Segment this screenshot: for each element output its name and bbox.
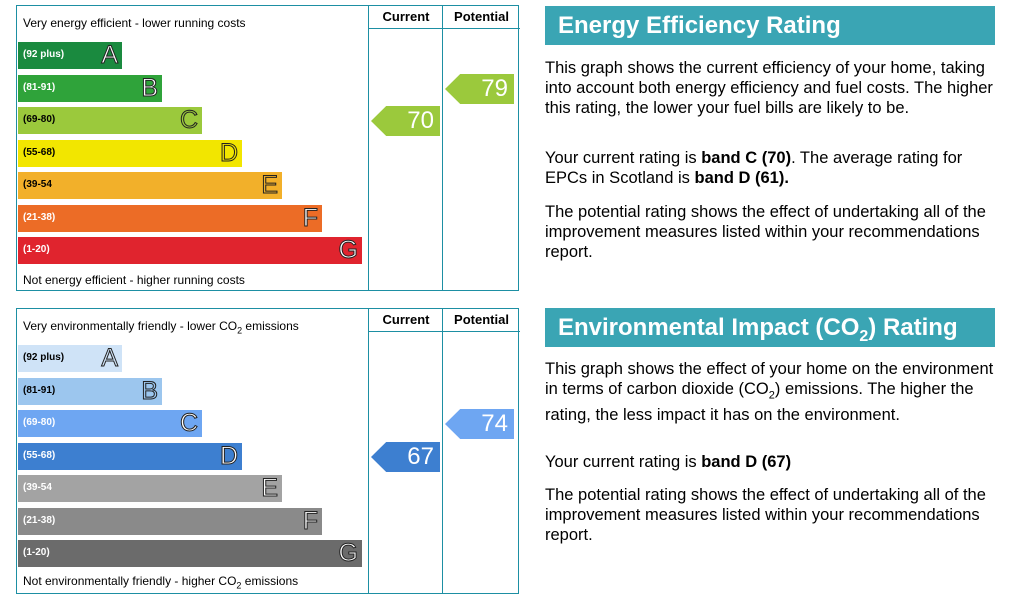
band-c: (69-80) C [18,409,202,438]
band-f: (21-38) F [18,506,322,535]
energy-rating-chart: Current Potential Very energy efficient … [16,5,520,291]
band-letter: A [101,344,119,373]
band-letter: E [261,171,279,200]
potential-column-header: Potential [442,6,520,29]
current-rating-arrow: 70 [371,106,440,136]
band-letter: B [141,376,159,405]
band-a: (92 plus) A [18,344,122,373]
band-range-label: (21-38) [23,514,56,526]
band-letter: G [338,236,358,265]
environment-description: This graph shows the effect of your home… [545,360,994,425]
band-letter: E [261,474,279,503]
band-range-label: (1-20) [23,244,50,255]
rating-value: 67 [407,442,434,470]
band-e: (39-54 E [18,171,282,200]
environmental-impact-heading: Environmental Impact (CO2) Rating [545,308,995,347]
band-b: (81-91) B [18,73,162,102]
band-letter: F [302,506,318,535]
band-range-label: (92 plus) [23,352,65,363]
band-g: (1-20) G [18,539,362,568]
band-range-label: (92 plus) [23,49,65,60]
potential-column-header: Potential [442,309,520,332]
band-letter: F [302,203,318,232]
environmental-impact-chart: Current Potential Very environmentally f… [16,308,520,594]
band-e: (39-54 E [18,474,282,503]
band-range-label: (39-54 [23,482,52,493]
band-b: (81-91) B [18,376,162,405]
current-column-divider [368,6,369,290]
band-range-label: (39-54 [23,179,52,190]
band-range-label: (21-38) [23,211,56,223]
band-c: (69-80) C [18,106,202,135]
band-letter: A [101,41,119,70]
band-letter: C [179,409,198,438]
current-column-header: Current [368,6,443,29]
chart-bottom-caption: Not energy efficient - higher running co… [23,273,245,287]
rating-value: 79 [481,74,508,102]
rating-value: 74 [481,410,508,437]
band-letter: D [219,138,238,167]
rating-value: 70 [407,107,434,134]
potential-rating-arrow: 79 [445,73,514,104]
potential-rating-arrow: 74 [445,409,514,439]
chart-top-caption: Very environmentally friendly - lower CO… [23,319,299,336]
band-letter: B [141,73,159,102]
current-column-divider [368,309,369,593]
environment-current-rating-text: Your current rating is band D (67) [545,453,792,471]
band-g: (1-20) G [18,236,362,265]
chart-bottom-caption: Not environmentally friendly - higher CO… [23,573,299,590]
band-range-label: (55-68) [23,449,56,461]
band-letter: C [179,106,198,135]
band-f: (21-38) F [18,203,322,232]
band-range-label: (69-80) [23,114,56,125]
current-column-header: Current [368,309,443,332]
band-d: (55-68) D [18,138,242,167]
energy-description: This graph shows the current efficiency … [545,59,993,117]
band-letter: G [338,539,358,568]
energy-current-rating-text: Your current rating is band C (70). The … [545,149,963,187]
band-range-label: (55-68) [23,146,56,158]
band-range-label: (81-91) [23,384,56,396]
current-rating-arrow: 67 [371,441,440,472]
energy-efficiency-heading: Energy Efficiency Rating [545,6,995,45]
chart-top-caption: Very energy efficient - lower running co… [23,16,246,30]
environment-potential-description: The potential rating shows the effect of… [545,486,986,544]
energy-potential-description: The potential rating shows the effect of… [545,203,986,261]
band-d: (55-68) D [18,441,242,470]
band-range-label: (81-91) [23,81,56,93]
band-range-label: (69-80) [23,417,56,428]
band-range-label: (1-20) [23,547,50,558]
band-letter: D [219,441,238,470]
band-a: (92 plus) A [18,41,122,70]
potential-column-divider [442,309,443,593]
potential-column-divider [442,6,443,290]
